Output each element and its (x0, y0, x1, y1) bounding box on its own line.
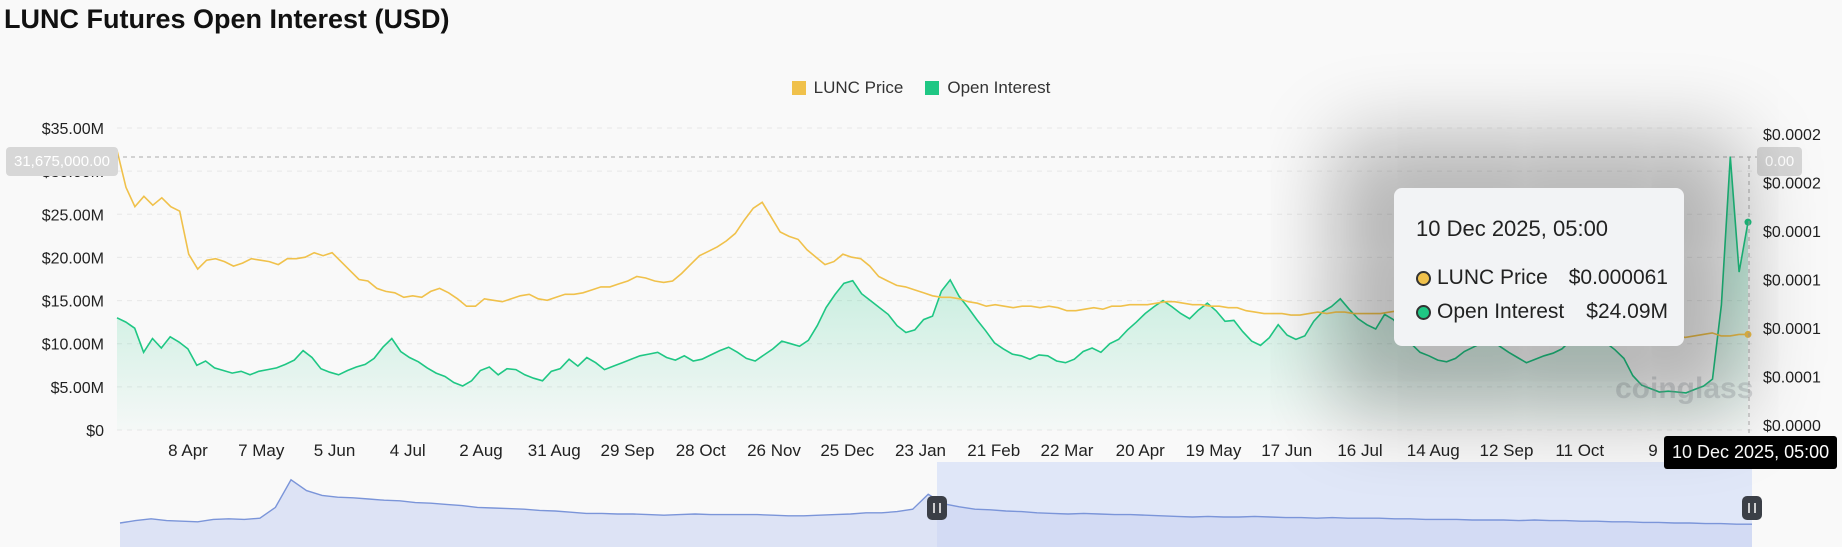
legend-label-open-interest: Open Interest (947, 78, 1051, 97)
x-tick: 4 Jul (390, 441, 426, 460)
x-tick: 9 (1648, 441, 1657, 460)
x-tick: 29 Sep (601, 441, 655, 460)
y-right-tick: $0.0001 (1763, 321, 1821, 338)
chart-title: LUNC Futures Open Interest (USD) (4, 4, 450, 34)
legend-swatch-open-interest (925, 81, 940, 95)
x-tick: 23 Jan (895, 441, 946, 460)
legend-item-price[interactable]: LUNC Price (791, 78, 904, 98)
y-left-tick: $20.00M (42, 250, 104, 267)
handle-body (1742, 496, 1762, 520)
legend-item-open-interest[interactable]: Open Interest (925, 78, 1050, 98)
tooltip-label-open-interest: Open Interest (1437, 300, 1565, 323)
y-right-tick: $0.0001 (1763, 273, 1821, 290)
tooltip-dot-price (1416, 270, 1431, 286)
overview-handle-right[interactable] (1742, 496, 1762, 520)
y-right-tick: $0.0002 (1763, 176, 1821, 193)
legend-label-price: LUNC Price (813, 78, 904, 97)
x-tick: 20 Apr (1116, 441, 1165, 460)
lunc-price-point (1744, 330, 1752, 338)
x-axis: 8 Apr 7 May 5 Jun 4 Jul 2 Aug 31 Aug 29 Sep 28 … (168, 441, 1658, 460)
y-axis-left: $0$5.00M$10.00M$15.00M$20.00M$25.00M$30.… (42, 121, 104, 440)
crosshair-x-label: 10 Dec 2025, 05:00 (1664, 436, 1838, 469)
tooltip-label-price: LUNC Price (1437, 266, 1548, 289)
crosshair-right-value: 0.00 (1757, 147, 1803, 176)
y-right-tick: $0.0001 (1763, 224, 1821, 241)
x-tick: 19 May (1186, 441, 1242, 460)
x-tick: 7 May (238, 441, 285, 460)
y-left-tick: $5.00M (51, 380, 104, 397)
x-tick: 21 Feb (967, 441, 1020, 460)
x-tick: 26 Nov (747, 441, 801, 460)
y-left-tick: $35.00M (42, 121, 104, 138)
y-left-tick: $25.00M (42, 207, 104, 224)
y-right-tick: $0.0000 (1763, 418, 1821, 435)
x-tick: 31 Aug (528, 441, 581, 460)
tooltip-dot-open-interest (1416, 304, 1431, 320)
x-tick: 12 Sep (1480, 441, 1534, 460)
x-tick: 2 Aug (459, 441, 503, 460)
tooltip-value-open-interest: $24.09M (1586, 300, 1668, 323)
x-tick: 28 Oct (676, 441, 726, 460)
watermark: coinglass (1615, 372, 1753, 405)
tooltip-row-price: LUNC Price $0.000061 (1416, 266, 1668, 290)
tooltip-value-price: $0.000061 (1568, 266, 1668, 289)
y-left-tick: $0 (86, 423, 104, 440)
x-tick: 11 Oct (1555, 441, 1604, 460)
open-interest-area (117, 156, 1748, 430)
x-tick: 16 Jul (1337, 441, 1382, 460)
overview-handle-left[interactable] (927, 496, 947, 520)
crosshair-left-value: 31,675,000.00 (6, 147, 118, 176)
x-tick: 17 Jun (1261, 441, 1312, 460)
x-tick: 8 Apr (168, 441, 208, 460)
y-right-tick: $0.0002 (1763, 127, 1821, 144)
y-axis-right: $0.0000 $0.0001 $0.0001 $0.0001 $0.0001 $0.00… (1763, 127, 1821, 435)
x-tick: 22 Mar (1041, 441, 1094, 460)
y-right-tick: $0.0001 (1763, 370, 1821, 387)
x-tick: 25 Dec (820, 441, 874, 460)
handle-body (927, 496, 947, 520)
x-tick: 14 Aug (1407, 441, 1460, 460)
tooltip-time: 10 Dec 2025, 05:00 (1416, 216, 1609, 241)
y-left-tick: $15.00M (42, 294, 104, 311)
legend-swatch-price (791, 81, 806, 95)
data-tooltip: 10 Dec 2025, 05:00 LUNC Price $0.000061 … (1394, 188, 1684, 346)
x-tick: 5 Jun (314, 441, 356, 460)
chart-legend: LUNC Price Open Interest (0, 78, 1842, 98)
y-left-tick: $10.00M (42, 337, 104, 354)
tooltip-row-open-interest: Open Interest $24.09M (1416, 300, 1668, 324)
open-interest-point (1744, 218, 1752, 226)
overview-navigator (119, 462, 1762, 547)
